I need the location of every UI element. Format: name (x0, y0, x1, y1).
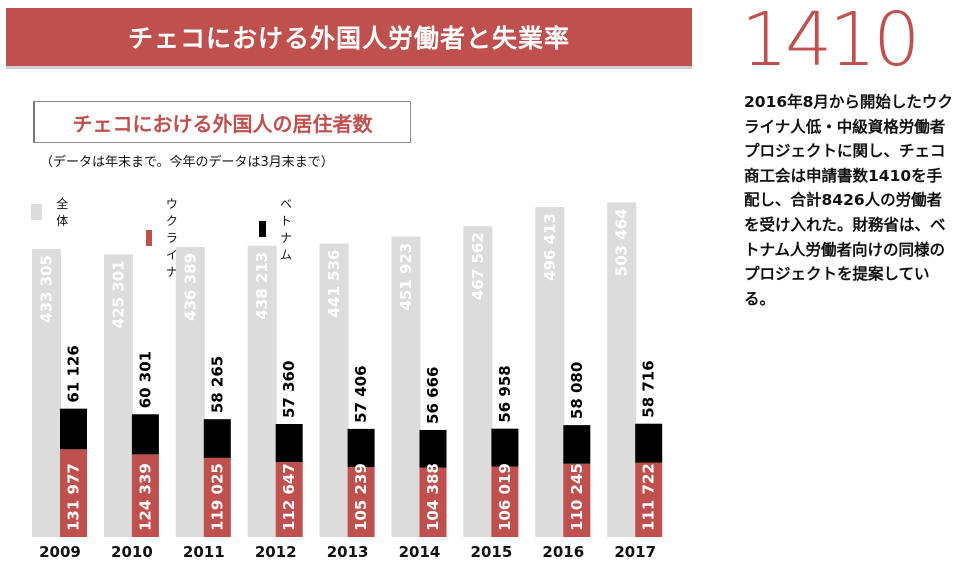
legend-label-vietnam: ベトナム (280, 197, 293, 262)
bar-vietnam-2010 (131, 414, 159, 455)
bar-vietnam-2015 (491, 428, 519, 467)
side-description: 2016年8月から開始したウクライナ人低・中級資格労働者プロジェクトに関し、チェ… (744, 93, 953, 308)
label-ukraine-2013: 105 239 (352, 463, 370, 531)
bar-ukraine-2011 (203, 457, 231, 537)
bar-ukraine-2009 (60, 449, 87, 537)
x-tick-2016: 2016 (542, 543, 584, 561)
bar-ukraine-2015 (491, 466, 519, 537)
bar-total-2011 (175, 246, 205, 537)
label-ukraine-2009: 131 977 (65, 463, 83, 531)
x-tick-2014: 2014 (399, 543, 441, 561)
legend-swatch-ukraine (146, 229, 152, 246)
legend-swatch-total (31, 204, 43, 220)
legend-swatch-vietnam (259, 221, 267, 237)
bar-vietnam-2012 (275, 424, 303, 463)
label-total-2012: 438 213 (253, 252, 271, 320)
label-ukraine-2011: 119 025 (208, 463, 226, 531)
x-tick-2011: 2011 (183, 543, 225, 561)
label-total-2013: 441 536 (325, 250, 343, 318)
bar-vietnam-2016 (563, 425, 591, 464)
label-vietnam-2011: 58 265 (208, 356, 226, 413)
label-vietnam-2014: 56 666 (424, 367, 442, 424)
x-tick-2017: 2017 (614, 543, 656, 561)
label-ukraine-2012: 112 647 (280, 463, 298, 531)
label-vietnam-2009: 61 126 (65, 345, 83, 402)
label-ukraine-2015: 106 019 (496, 463, 514, 531)
page-title: チェコにおける外国人労働者と失業率 (127, 24, 570, 53)
chart-title: チェコにおける外国人の居住者数 (33, 101, 411, 143)
label-vietnam-2016: 58 080 (568, 362, 586, 419)
bar-vietnam-2014 (419, 429, 447, 468)
bar-vietnam-2017 (635, 423, 663, 463)
legend-label-ukraine: ウクライナ (165, 197, 178, 279)
chart-note: （データは年末まで。今年のデータは3月末まで） (40, 155, 334, 170)
title-banner: チェコにおける外国人労働者と失業率 (6, 8, 692, 69)
label-vietnam-2013: 57 406 (352, 365, 370, 422)
label-total-2010: 425 301 (109, 260, 127, 328)
bar-vietnam-2013 (347, 428, 375, 468)
label-vietnam-2015: 56 958 (496, 365, 514, 422)
bar-total-2013 (319, 243, 349, 538)
bar-total-2014 (391, 236, 421, 538)
highlight-number: 1410 (741, 0, 920, 83)
bar-ukraine-2012 (275, 462, 303, 537)
label-total-2009: 433 305 (38, 255, 56, 323)
x-tick-2010: 2010 (111, 543, 153, 561)
label-total-2016: 496 413 (541, 213, 559, 281)
x-tick-2012: 2012 (255, 543, 297, 561)
label-vietnam-2012: 57 360 (280, 361, 298, 418)
label-ukraine-2010: 124 339 (136, 463, 154, 531)
bar-ukraine-2010 (131, 454, 159, 537)
bar-total-2009 (32, 249, 61, 537)
legend-item-ukraine: ウクライナ (146, 195, 188, 280)
label-total-2014: 451 923 (397, 243, 415, 311)
bar-vietnam-2009 (60, 408, 87, 450)
label-ukraine-2016: 110 245 (568, 463, 586, 531)
label-total-2011: 436 389 (181, 253, 199, 321)
bar-ukraine-2014 (419, 467, 447, 537)
bar-total-2010 (103, 254, 133, 537)
label-ukraine-2014: 104 388 (424, 463, 442, 531)
label-vietnam-2017: 58 716 (640, 360, 658, 417)
label-total-2015: 467 562 (469, 232, 487, 300)
bar-total-2017 (607, 202, 637, 537)
bar-vietnam-2011 (203, 419, 231, 458)
bar-total-2012 (247, 245, 277, 537)
bar-ukraine-2017 (635, 462, 663, 537)
label-vietnam-2010: 60 301 (136, 351, 154, 408)
label-total-2017: 503 464 (613, 208, 631, 276)
bar-total-2016 (535, 207, 565, 538)
legend-item-total: 全体 (31, 195, 73, 229)
legend-label-total: 全体 (56, 197, 69, 228)
label-ukraine-2017: 111 722 (640, 463, 658, 531)
x-tick-2009: 2009 (39, 543, 81, 561)
bar-ukraine-2013 (347, 467, 375, 537)
legend-item-vietnam: ベトナム (259, 195, 301, 263)
x-tick-2013: 2013 (327, 543, 369, 561)
bar-total-2015 (463, 226, 493, 538)
x-tick-2015: 2015 (471, 543, 513, 561)
bar-ukraine-2016 (563, 463, 591, 537)
